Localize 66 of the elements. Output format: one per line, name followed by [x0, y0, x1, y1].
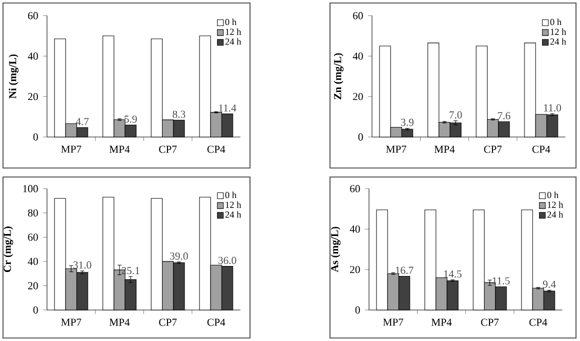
y-tick-label: 0	[358, 133, 363, 141]
y-tick-label: 80	[28, 209, 38, 217]
data-label: 9.4	[542, 280, 556, 288]
x-tick-label: MP7	[386, 146, 406, 153]
y-axis-title: As (mg/L)	[330, 226, 340, 272]
y-tick-label: 0	[355, 306, 360, 314]
y-tick-label: 0	[33, 133, 38, 141]
x-tick-label: CP7	[159, 146, 177, 153]
legend-label: 0 h	[225, 192, 236, 198]
data-label: 31.0	[73, 261, 92, 269]
legend-label: 24 h	[225, 211, 242, 218]
x-tick-label: MP7	[383, 318, 404, 326]
x-tick-label: MP7	[61, 146, 82, 153]
x-tick-label: MP4	[431, 318, 452, 326]
y-tick-label: 20	[350, 266, 360, 274]
y-tick-label: 60	[350, 185, 360, 192]
legend-label: 24 h	[225, 38, 242, 45]
y-tick-label: 100	[23, 185, 38, 192]
legend-label: 12 h	[550, 28, 566, 35]
y-tick-label: 20	[28, 92, 38, 100]
x-tick-label: MP7	[61, 318, 82, 326]
x-tick-label: CP7	[481, 318, 499, 326]
x-tick-label: CP7	[159, 318, 177, 326]
legend-label: 0 h	[225, 18, 236, 26]
data-label: 36.0	[218, 256, 236, 264]
data-label: 11.0	[544, 104, 562, 112]
data-label: 3.9	[401, 118, 414, 126]
y-tick-label: 40	[28, 52, 38, 60]
x-tick-label: CP4	[529, 318, 548, 326]
y-tick-label: 40	[28, 258, 38, 266]
y-tick-label: 20	[28, 282, 38, 290]
legend-label: 0 h	[550, 18, 562, 26]
data-label: 16.7	[396, 266, 414, 274]
y-tick-label: 60	[353, 12, 363, 20]
legend-label: 12 h	[548, 201, 564, 208]
legend-label: 0 h	[547, 192, 558, 198]
x-tick-label: CP4	[207, 318, 226, 326]
data-label: 8.3	[172, 110, 186, 118]
data-label: 39.0	[170, 252, 188, 260]
data-label: 7.6	[498, 112, 510, 120]
data-label: 25.1	[122, 267, 140, 274]
x-tick-label: MP4	[109, 146, 130, 153]
legend-label: 24 h	[547, 211, 564, 218]
data-label: 11.5	[492, 277, 510, 284]
y-axis-title: Cr (mg/L)	[3, 226, 14, 272]
x-tick-label: MP4	[109, 318, 130, 326]
y-tick-label: 20	[353, 92, 363, 100]
x-tick-label: MP4	[434, 146, 455, 153]
y-tick-label: 40	[352, 52, 363, 60]
data-label: 7.0	[450, 111, 462, 119]
data-label: 4.7	[76, 118, 89, 126]
legend-label: 12 h	[226, 201, 242, 208]
y-tick-label: 60	[28, 234, 38, 241]
data-label: 14.5	[444, 270, 462, 278]
legend-label: 12 h	[226, 28, 242, 35]
y-tick-label: 40	[350, 226, 360, 233]
y-axis-title: Zn (mg/L)	[334, 53, 344, 100]
y-axis-title: Ni (mg/L)	[8, 54, 18, 98]
y-tick-label: 0	[33, 306, 38, 314]
x-tick-label: CP7	[484, 146, 502, 153]
x-tick-label: CP4	[207, 146, 226, 153]
data-label: 11.4	[219, 104, 236, 112]
y-tick-label: 60	[28, 12, 38, 20]
legend-label: 24 h	[550, 38, 566, 45]
data-label: 5.9	[124, 116, 137, 123]
x-tick-label: CP4	[532, 146, 550, 153]
